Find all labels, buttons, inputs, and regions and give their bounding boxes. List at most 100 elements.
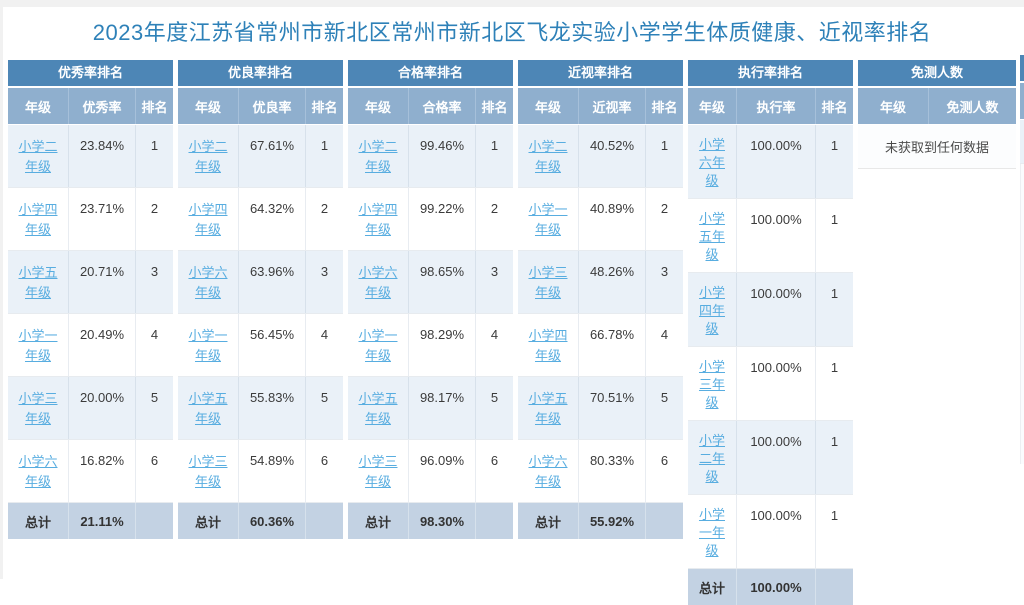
table-row: 小学二年级 23.84% 1 (8, 125, 173, 188)
table-total-row: 总计 60.36% (178, 503, 343, 539)
grade-link[interactable]: 小学六年级 (18, 454, 58, 489)
grade-link[interactable]: 小学六年级 (698, 137, 725, 188)
grade-link[interactable]: 小学四年级 (18, 202, 58, 237)
total-rate: 55.92% (578, 503, 645, 539)
rank-cell: 4 (135, 314, 173, 376)
grade-link[interactable]: 小学三年级 (358, 454, 398, 489)
rank-cell: 1 (305, 125, 343, 187)
grade-cell: 小学四年级 (518, 314, 578, 376)
rate-cell: 80.33% (578, 440, 645, 502)
grade-link[interactable]: 小学三年级 (188, 454, 228, 489)
total-rank-empty (815, 569, 853, 605)
rank-cell: 1 (815, 199, 853, 272)
grade-link[interactable]: 小学六年级 (188, 265, 228, 300)
rate-cell: 63.96% (238, 251, 305, 313)
table-pass-rate: 合格率排名 年级 合格率 排名 小学二年级 99.46% 1 小学四年级 99.22%… (348, 60, 513, 539)
table-header-row: 年级 优良率 排名 (178, 88, 343, 124)
col-header-rate: 执行率 (736, 88, 815, 124)
grade-link[interactable]: 小学五年级 (188, 391, 228, 426)
grade-link[interactable]: 小学一年级 (358, 328, 398, 363)
rate-cell: 16.82% (68, 440, 135, 502)
grade-cell: 小学五年级 (688, 199, 736, 272)
grade-link[interactable]: 小学二年级 (188, 139, 228, 174)
col-header-rank: 排名 (305, 88, 343, 124)
rank-cell: 2 (305, 188, 343, 250)
rate-cell: 66.78% (578, 314, 645, 376)
grade-cell: 小学四年级 (688, 273, 736, 346)
grade-link[interactable]: 小学三年级 (698, 359, 725, 410)
table-header-row: 年级 免测人数 (858, 88, 1016, 124)
grade-link[interactable]: 小学六年级 (528, 454, 568, 489)
col-header-rank: 排名 (135, 88, 173, 124)
grade-link[interactable]: 小学二年级 (18, 139, 58, 174)
table-row: 小学四年级 23.71% 2 (8, 188, 173, 251)
grade-link[interactable]: 小学四年级 (358, 202, 398, 237)
table-row: 小学三年级 96.09% 6 (348, 440, 513, 503)
rate-cell: 40.89% (578, 188, 645, 250)
table-row: 小学五年级 100.00% 1 (688, 199, 853, 273)
grade-link[interactable]: 小学五年级 (358, 391, 398, 426)
grade-cell: 小学二年级 (348, 125, 408, 187)
rank-cell: 4 (475, 314, 513, 376)
grade-link[interactable]: 小学二年级 (528, 139, 568, 174)
rate-cell: 100.00% (736, 347, 815, 420)
grade-link[interactable]: 小学三年级 (18, 391, 58, 426)
grade-cell: 小学一年级 (178, 314, 238, 376)
window-edge-left (0, 0, 3, 579)
grade-cell: 小学六年级 (8, 440, 68, 502)
rank-cell: 5 (305, 377, 343, 439)
rank-cell: 6 (135, 440, 173, 502)
grade-link[interactable]: 小学六年级 (358, 265, 398, 300)
table-row: 小学三年级 54.89% 6 (178, 440, 343, 503)
rate-cell: 99.46% (408, 125, 475, 187)
table-total-row: 总计 21.11% (8, 503, 173, 539)
grade-link[interactable]: 小学二年级 (698, 433, 725, 484)
table-total-row: 总计 100.00% (688, 569, 853, 605)
table-excellent-rate: 优秀率排名 年级 优秀率 排名 小学二年级 23.84% 1 小学四年级 23.71%… (8, 60, 173, 539)
grade-cell: 小学一年级 (348, 314, 408, 376)
table-row: 小学六年级 80.33% 6 (518, 440, 683, 503)
rank-cell: 5 (135, 377, 173, 439)
rank-cell: 4 (645, 314, 683, 376)
col-header-grade: 年级 (24, 99, 51, 115)
page-title: 2023年度江苏省常州市新北区常州市新北区飞龙实验小学学生体质健康、近视率排名 (92, 20, 932, 45)
col-header-exempt-count: 免测人数 (928, 88, 1016, 124)
col-header-rate: 近视率 (578, 88, 645, 124)
rank-cell: 1 (135, 125, 173, 187)
tables-container: 优秀率排名 年级 优秀率 排名 小学二年级 23.84% 1 小学四年级 23.71%… (0, 60, 1024, 605)
table-header-row: 年级 合格率 排名 (348, 88, 513, 124)
grade-cell: 小学三年级 (8, 377, 68, 439)
table-title: 近视率排名 (518, 60, 683, 86)
grade-link[interactable]: 小学二年级 (358, 139, 398, 174)
table-row: 小学三年级 48.26% 3 (518, 251, 683, 314)
grade-link[interactable]: 小学一年级 (188, 328, 228, 363)
total-rate: 21.11% (68, 503, 135, 539)
rank-cell: 2 (475, 188, 513, 250)
rank-cell: 3 (645, 251, 683, 313)
table-row: 小学三年级 100.00% 1 (688, 347, 853, 421)
grade-cell: 小学一年级 (8, 314, 68, 376)
grade-link[interactable]: 小学一年级 (698, 507, 725, 558)
table-row: 小学三年级 20.00% 5 (8, 377, 173, 440)
grade-link[interactable]: 小学五年级 (18, 265, 58, 300)
grade-link[interactable]: 小学四年级 (528, 328, 568, 363)
grade-link[interactable]: 小学三年级 (528, 265, 568, 300)
rate-cell: 98.29% (408, 314, 475, 376)
grade-cell: 小学五年级 (518, 377, 578, 439)
table-row: 小学一年级 100.00% 1 (688, 495, 853, 569)
partial-table-row (1020, 120, 1024, 164)
col-header-grade: 年级 (364, 99, 391, 115)
grade-link[interactable]: 小学一年级 (528, 202, 568, 237)
rate-cell: 98.17% (408, 377, 475, 439)
table-row: 小学六年级 100.00% 1 (688, 125, 853, 199)
grade-link[interactable]: 小学四年级 (698, 285, 725, 336)
partial-table-header-row (1020, 83, 1024, 119)
grade-link[interactable]: 小学五年级 (528, 391, 568, 426)
total-rank-empty (305, 503, 343, 539)
grade-cell: 小学五年级 (8, 251, 68, 313)
rate-cell: 55.83% (238, 377, 305, 439)
grade-link[interactable]: 小学四年级 (188, 202, 228, 237)
grade-link[interactable]: 小学一年级 (18, 328, 58, 363)
grade-link[interactable]: 小学五年级 (698, 211, 725, 262)
table-row: 小学五年级 98.17% 5 (348, 377, 513, 440)
